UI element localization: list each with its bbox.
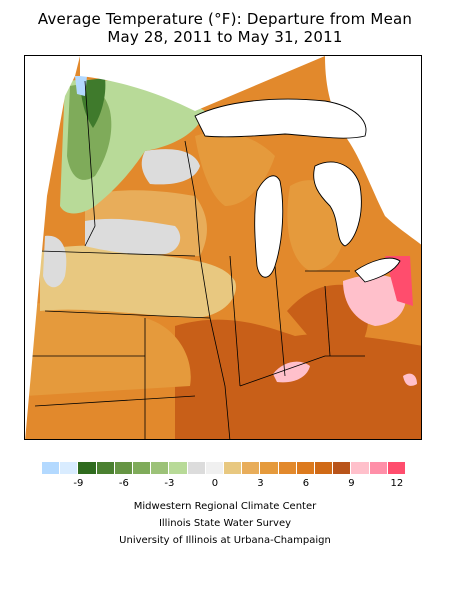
lake-erie <box>355 258 400 282</box>
legend-swatch <box>42 462 61 474</box>
state-borders <box>25 80 365 439</box>
legend-swatch <box>224 462 243 474</box>
region-pink-kentucky <box>273 361 310 383</box>
lake-michigan <box>254 175 283 278</box>
map-date-range: May 28, 2011 to May 31, 2011 <box>107 28 343 46</box>
legend-swatch <box>60 462 79 474</box>
legend-tick-label: 0 <box>211 478 219 489</box>
lake-superior <box>195 99 366 139</box>
region-light-blue-corner <box>75 76 87 96</box>
legend-swatch <box>151 462 170 474</box>
legend-tick-label: -6 <box>118 478 129 489</box>
region-light-orange-west <box>25 301 191 396</box>
credit-line-1: Midwestern Regional Climate Center <box>133 501 317 512</box>
legend-swatch <box>315 462 334 474</box>
legend-swatch <box>296 462 316 474</box>
legend-tick-label: 3 <box>257 478 264 489</box>
legend-swatch <box>260 462 279 474</box>
map-mask-top <box>80 56 325 111</box>
region-gray-north <box>141 149 200 185</box>
color-legend <box>42 462 407 474</box>
legend-tick-label: 12 <box>390 478 404 489</box>
map-canvas <box>25 56 421 439</box>
region-gray-west <box>43 235 67 288</box>
credit-line-3: University of Illinois at Urbana-Champai… <box>119 535 331 546</box>
region-pink-wv <box>403 373 417 386</box>
temperature-departure-map <box>24 55 422 440</box>
legend-swatch <box>114 462 134 474</box>
legend-swatch <box>96 462 115 474</box>
coastlines <box>194 98 401 283</box>
legend-color-bar <box>42 462 407 474</box>
region-gray-iowa <box>85 218 181 255</box>
region-orange-wi <box>195 132 275 206</box>
legend-tick-label: 9 <box>348 478 355 489</box>
legend-tick-label: -9 <box>73 478 84 489</box>
legend-swatch <box>351 462 370 474</box>
map-mask-left <box>25 56 80 439</box>
legend-tick-label: -3 <box>164 478 175 489</box>
legend-swatch <box>169 462 188 474</box>
legend-swatch <box>133 462 152 474</box>
region-tan-central <box>40 245 236 318</box>
credit-line-2: Illinois State Water Survey <box>158 518 292 529</box>
legend-swatch <box>242 462 261 474</box>
legend-tick-label: 6 <box>302 478 310 489</box>
lake-huron <box>313 162 362 246</box>
legend-swatch <box>278 462 297 474</box>
legend-swatch <box>387 462 407 474</box>
region-pink-ohio <box>343 274 407 326</box>
map-title: Average Temperature (°F): Departure from… <box>37 10 413 28</box>
legend-swatch <box>205 462 225 474</box>
legend-swatch <box>333 462 352 474</box>
canada-water-ne <box>325 56 421 245</box>
legend-swatch <box>187 462 206 474</box>
region-dark-green <box>80 78 106 128</box>
legend-swatch <box>78 462 97 474</box>
legend-swatch <box>369 462 388 474</box>
